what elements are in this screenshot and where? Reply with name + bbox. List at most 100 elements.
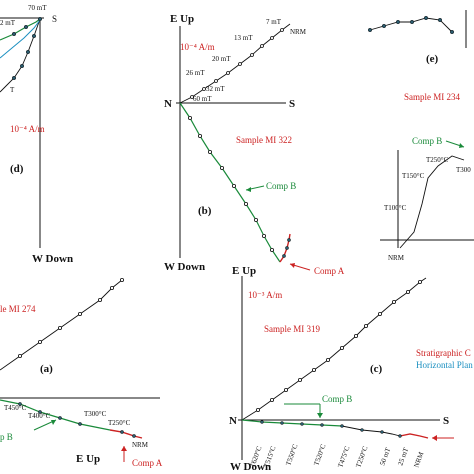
panel-c-step-t520: T520°C xyxy=(312,443,327,467)
panel-b-step-13mt: 13 mT xyxy=(234,34,253,42)
panel-b-point xyxy=(202,87,206,91)
panel-a-point xyxy=(78,311,83,316)
panel-e-step-t100: T100°C xyxy=(384,204,407,212)
panel-b-point xyxy=(243,201,248,206)
panel-d-point xyxy=(23,24,29,30)
panel-c-step-25mt: 25 mT xyxy=(396,446,410,467)
panel-b-step-26mt: 26 mT xyxy=(186,69,205,77)
panel-b-step-60mt: 60 mT xyxy=(193,95,212,103)
panel-e-point xyxy=(381,23,387,29)
panel-c-scale: 10⁻³ A/m xyxy=(248,290,282,300)
panel-d-scale: 10⁻⁴ A/m xyxy=(10,124,45,134)
panel-c-comp-b: Comp B xyxy=(322,394,352,404)
panel-b-point xyxy=(214,79,218,83)
panel-d-point xyxy=(25,49,31,55)
panel-a-point xyxy=(58,416,62,420)
panel-d-blue-path xyxy=(0,19,41,59)
panel-e-step-nrm: NRM xyxy=(388,254,405,262)
panel-b-step-nrm: NRM xyxy=(290,28,307,36)
panel-b-comp-b: Comp B xyxy=(266,181,296,191)
panel-c-vertical-path xyxy=(341,425,401,437)
panel-c-red-path xyxy=(399,433,429,439)
panel-c-point xyxy=(300,422,304,426)
panel-d-point xyxy=(37,16,43,22)
panel-b-point xyxy=(190,95,194,99)
panel-b-point xyxy=(269,247,274,252)
panel-b-comp-a: Comp A xyxy=(314,266,345,276)
panel-c-point xyxy=(417,279,422,284)
panel-b: E Up N S W Down 10⁻⁴ A/m 7 mT 13 mT 20 m… xyxy=(164,13,345,276)
panel-b-point xyxy=(253,217,258,222)
panel-c-axis-n: N xyxy=(229,415,237,427)
panel-c-point xyxy=(260,420,264,424)
panel-a-comp-b-arrowhead xyxy=(51,420,56,425)
panel-b-point xyxy=(285,246,289,250)
panel-c-step-nrm: NRM xyxy=(412,450,425,468)
panel-e-point xyxy=(437,17,443,23)
panel-a-comp-a: Comp A xyxy=(132,458,163,468)
panel-b-point xyxy=(280,28,284,32)
panel-c-step-t550: T550°C xyxy=(284,443,299,467)
panel-e-comp-b-arrowhead xyxy=(459,143,464,148)
panel-c-step-labels: T620°C T515°C T550°C T520°C T475°C T250°… xyxy=(248,443,425,469)
panel-b-point xyxy=(282,254,286,258)
panel-c-point xyxy=(363,323,368,328)
panel-c-point xyxy=(340,424,344,428)
panel-b-comp-a-arrowhead xyxy=(290,263,295,268)
panel-d-step-70mt: 70 mT xyxy=(28,4,47,12)
panel-d-step-t: T xyxy=(10,86,15,94)
panel-c-point xyxy=(311,367,316,372)
panel-b-point xyxy=(260,44,264,48)
panel-a-step-t400: T400°C xyxy=(28,412,51,420)
panel-b-axis-n: N xyxy=(164,98,172,110)
panel-c-legend-horizontal: Horizontal Plan xyxy=(416,360,473,370)
panel-c-comp-b-path xyxy=(241,419,343,427)
panel-a-point xyxy=(18,402,22,406)
panel-c-step-t475: T475°C xyxy=(336,445,351,469)
panel-a-comp-a-arrowhead xyxy=(121,446,127,451)
panel-c-point xyxy=(325,357,330,362)
panel-a-point xyxy=(38,410,42,414)
panel-d-point xyxy=(11,75,17,81)
panel-e-step-t250: T250°C xyxy=(426,156,449,164)
panel-c-axis-eup: E Up xyxy=(232,265,256,277)
panel-c-vertical-points xyxy=(260,420,402,438)
panel-b-vertical-path xyxy=(179,102,281,263)
panel-e-label: (e) xyxy=(426,53,439,65)
panel-c-comp-b-arrowhead xyxy=(317,413,323,418)
panel-e-point xyxy=(449,29,455,35)
panel-b-axis-wdown: W Down xyxy=(164,261,205,273)
panel-c-point xyxy=(297,377,302,382)
panel-a-step-t250: T250°C xyxy=(108,419,131,427)
panel-c-point xyxy=(269,397,274,402)
panel-d: S 70 mT 2 mT T 10⁻⁴ A/m (d) W Down xyxy=(0,4,73,265)
panel-e-step-t150: T150°C xyxy=(402,172,425,180)
panel-b-point xyxy=(219,165,224,170)
panel-b-vertical-points xyxy=(187,116,274,252)
panel-b-sample: Sample MI 322 xyxy=(236,135,292,145)
panel-e-lower-path xyxy=(399,155,465,249)
panel-c-point xyxy=(380,430,384,434)
panel-d-point xyxy=(19,63,25,69)
panel-e-sample: Sample MI 234 xyxy=(404,92,460,102)
panel-c-point xyxy=(255,407,260,412)
panel-a-point xyxy=(120,430,124,434)
panel-c-red-arrowhead xyxy=(432,435,437,441)
panel-b-point xyxy=(250,53,254,57)
panel-c: E Up N S W Down 10⁻³ A/m Sample MI 319 (… xyxy=(229,265,473,473)
panel-a-point xyxy=(132,434,136,438)
panel-c-point xyxy=(320,423,324,427)
panel-e-point xyxy=(423,15,429,21)
panel-c-point xyxy=(405,289,410,294)
panel-a-upper-path xyxy=(0,279,123,371)
panel-c-point xyxy=(339,345,344,350)
panel-b-step-20mt: 20 mT xyxy=(212,55,231,63)
panel-a-step-t450: T450°C xyxy=(4,404,27,412)
panel-a-point xyxy=(98,297,103,302)
panel-a: le MI 274 (a) T450°C T400°C T300°C T250°… xyxy=(0,277,163,468)
panel-c-point xyxy=(283,387,288,392)
panel-b-point xyxy=(261,233,266,238)
panel-b-step-7mt: 7 mT xyxy=(266,18,282,26)
